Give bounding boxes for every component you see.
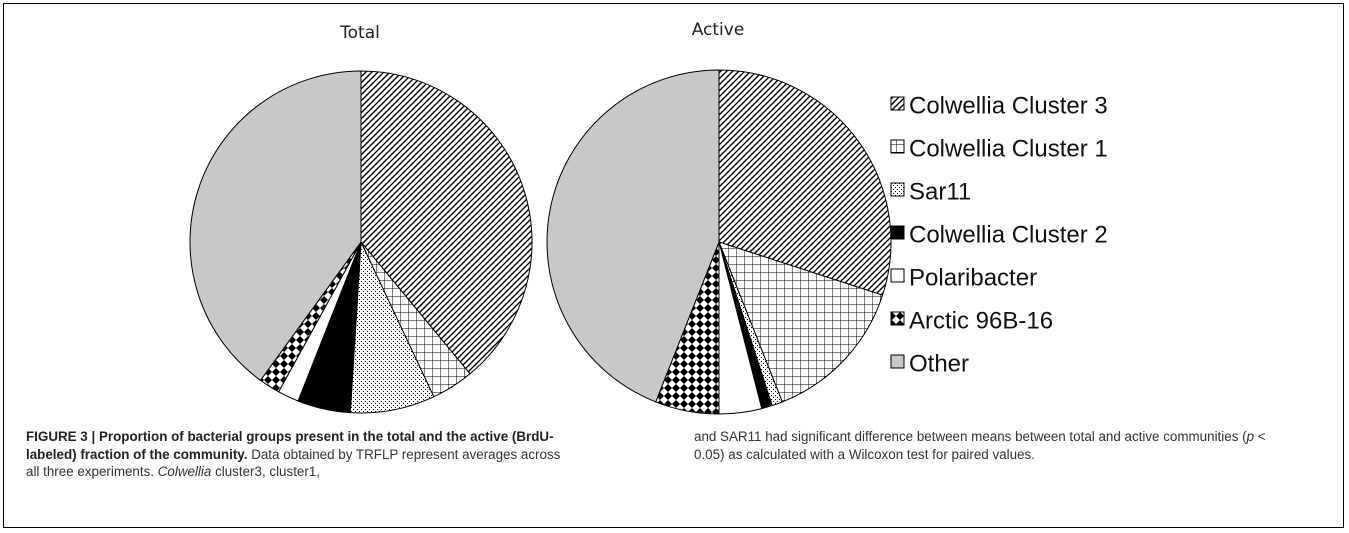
legend-item-arctic-96b-16: Arctic 96B-16 [890,308,1053,335]
caption-italic-word: Colwellia [157,464,212,479]
legend-label-colwellia-cluster-2: Colwellia Cluster 2 [909,222,1108,249]
pie-chart-figure: Total Active Colwellia Cluster 3Colwelli… [189,20,1108,415]
legend-item-colwellia-cluster-3: Colwellia Cluster 3 [890,93,1108,120]
legend-label-arctic-96b-16: Arctic 96B-16 [909,308,1053,335]
legend-item-other: Other [890,351,969,378]
caption-left: FIGURE 3 | Proportion of bacterial group… [26,428,566,481]
legend-swatch-other [890,354,905,369]
caption-text-part1: Data obtained by TRFLP represent average… [26,446,561,480]
legend-label-polaribacter: Polaribacter [909,265,1037,292]
legend-swatch-polaribacter [890,268,905,283]
legend-swatch-sar11 [890,182,905,197]
legend-swatch-arctic-96b-16 [890,311,905,326]
pie-slice-total-other [189,70,362,382]
pie-total [189,70,533,414]
legend-label-other: Other [909,351,969,378]
legend-item-polaribacter: Polaribacter [890,265,1037,292]
pie-title-active: Active [692,20,745,40]
legend-swatch-colwellia-cluster-1 [890,139,905,154]
legend-label-sar11: Sar11 [909,179,971,206]
legend-swatch-colwellia-cluster-3 [890,96,905,111]
legend: Colwellia Cluster 3 Colwellia Cluster 1 Sa… [890,93,1108,378]
legend-item-colwellia-cluster-1: Colwellia Cluster 1 [890,136,1108,163]
caption-label: FIGURE 3 | Proportion of bacterial group… [26,429,554,462]
legend-item-sar11: Sar11 [890,179,971,206]
pie-slice-active-other [546,69,720,403]
pie-title-total: Total [339,23,380,43]
legend-label-colwellia-cluster-3: Colwellia Cluster 3 [909,93,1108,120]
pie-active [546,69,892,415]
legend-item-colwellia-cluster-2: Colwellia Cluster 2 [890,222,1108,249]
caption-text-part3: < 0.05) as calculated with a Wilcoxon te… [694,429,1266,462]
pie-slice-total-colwellia-cluster-3 [360,70,533,375]
pie-slice-active-colwellia-cluster-3 [718,69,892,296]
caption-right: and SAR11 had significant difference bet… [694,428,1294,463]
caption-text-part2-end: and SAR11 had significant difference bet… [694,429,1247,444]
legend-swatch-colwellia-cluster-2 [890,225,905,240]
caption-p-symbol: p [1246,429,1255,444]
legend-label-colwellia-cluster-1: Colwellia Cluster 1 [909,136,1108,163]
pie-slice-active-colwellia-cluster-1 [718,241,884,403]
caption-text-part2-start: cluster3, cluster1, [211,464,320,479]
